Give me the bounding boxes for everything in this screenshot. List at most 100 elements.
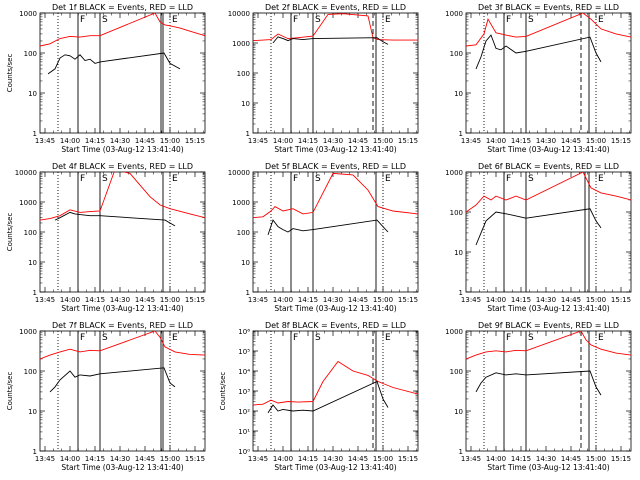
event-marker-label: S (102, 174, 108, 184)
x-tick-label: 15:00 (586, 296, 606, 304)
x-tick-label: 14:00 (273, 296, 293, 304)
x-axis-label: Start Time (03-Aug-12 13:41:40) (274, 304, 396, 313)
x-tick-label: 13:45 (248, 137, 268, 145)
y-tick-label: 1000 (445, 10, 463, 18)
chart-title: Det 7f BLACK = Events, RED = LLD (52, 321, 193, 330)
x-tick-label: 14:15 (85, 296, 105, 304)
x-tick-label: 13:45 (35, 455, 55, 463)
x-tick-label: 14:30 (536, 455, 556, 463)
plot-frame (465, 171, 632, 293)
x-axis-label: Start Time (03-Aug-12 13:41:40) (61, 463, 183, 472)
event-marker-label: F (293, 333, 298, 343)
y-tick-label: 10 (241, 259, 250, 267)
y-tick-label: 1000 (232, 40, 250, 48)
x-tick-label: 14:30 (110, 137, 130, 145)
chart-panel-6: Det 6f BLACK = Events, RED = LLD 1 10 100 10… (445, 162, 632, 313)
x-tick-label: 14:30 (110, 455, 130, 463)
x-tick-label: 15:15 (398, 137, 418, 145)
x-tick-label: 14:45 (561, 455, 581, 463)
x-tick-label: 15:15 (611, 137, 631, 145)
chart-title: Det 1f BLACK = Events, RED = LLD (52, 3, 193, 12)
y-tick-label: 10000 (15, 169, 37, 177)
event-marker-label: S (315, 15, 321, 25)
x-axis-label: Start Time (03-Aug-12 13:41:40) (487, 463, 609, 472)
x-tick-label: 15:15 (398, 455, 418, 463)
chart-panel-9: Det 9f BLACK = Events, RED = LLD 1 10 100 10… (445, 321, 632, 472)
x-tick-label: 14:15 (511, 137, 531, 145)
y-tick-label: 1 (459, 130, 463, 138)
y-tick-label: 100 (237, 70, 250, 78)
x-tick-label: 14:00 (60, 137, 80, 145)
event-marker-label: S (528, 15, 534, 25)
x-tick-label: 14:00 (273, 455, 293, 463)
event-marker-label: S (315, 333, 321, 343)
y-tick-label: 1000 (445, 169, 463, 177)
series-lld-line (466, 13, 631, 47)
x-tick-label: 15:00 (373, 455, 393, 463)
y-tick-label: 1000 (232, 199, 250, 207)
y-tick-label: 100 (450, 50, 463, 58)
y-tick-label: 1 (33, 289, 37, 297)
x-tick-label: 13:45 (248, 296, 268, 304)
x-tick-label: 15:00 (160, 137, 180, 145)
event-marker-label: E (172, 15, 178, 25)
x-axis-label: Start Time (03-Aug-12 13:41:40) (61, 145, 183, 154)
series-lld-line (40, 13, 205, 47)
y-tick-label: 1000 (19, 328, 37, 336)
chart-panel-1: Det 1f BLACK = Events, RED = LLD 1 10 100 10… (6, 3, 206, 154)
x-tick-label: 14:15 (298, 137, 318, 145)
x-tick-label: 14:30 (323, 137, 343, 145)
series-events-line (475, 34, 602, 70)
series-events-line (475, 370, 602, 396)
y-tick-label: 1 (459, 289, 463, 297)
x-tick-label: 14:45 (348, 455, 368, 463)
event-marker-label: F (506, 174, 511, 184)
x-tick-label: 15:15 (398, 296, 418, 304)
x-tick-label: 13:45 (461, 137, 481, 145)
y-tick-label: 10000 (228, 10, 250, 18)
event-marker-label: S (315, 174, 321, 184)
x-tick-label: 15:00 (373, 137, 393, 145)
x-tick-label: 14:30 (110, 296, 130, 304)
y-tick-label: 10⁰ (238, 448, 250, 456)
x-tick-label: 13:45 (461, 296, 481, 304)
series-events-line (272, 36, 389, 45)
y-tick-label: 1 (459, 448, 463, 456)
y-tick-label: 1 (33, 130, 37, 138)
y-tick-label: 1 (246, 289, 250, 297)
event-marker-label: F (506, 333, 511, 343)
x-axis-label: Start Time (03-Aug-12 13:41:40) (487, 145, 609, 154)
x-tick-label: 15:15 (185, 455, 205, 463)
y-axis-label: Counts/sec (6, 213, 14, 252)
series-events-line (54, 211, 176, 227)
chart-title: Det 6f BLACK = Events, RED = LLD (478, 162, 619, 171)
series-events-line (49, 367, 176, 393)
chart-panel-8: Det 8f BLACK = Events, RED = LLD 10⁰ 10¹ 10… (219, 321, 419, 472)
chart-title: Det 4f BLACK = Events, RED = LLD (52, 162, 193, 171)
x-tick-label: 14:45 (135, 296, 155, 304)
y-tick-label: 100 (24, 50, 37, 58)
y-tick-label: 10³ (238, 388, 250, 396)
chart-title: Det 5f BLACK = Events, RED = LLD (265, 162, 406, 171)
series-events-line (475, 208, 602, 246)
y-tick-label: 10⁴ (238, 368, 250, 376)
y-tick-label: 100 (450, 209, 463, 217)
series-lld-line (253, 172, 418, 219)
x-tick-label: 14:15 (298, 296, 318, 304)
event-marker-label: E (598, 333, 604, 343)
y-tick-label: 10 (28, 259, 37, 267)
y-tick-label: 100 (24, 229, 37, 237)
chart-panel-4: Det 4f BLACK = Events, RED = LLD 1 10 100 10… (6, 162, 206, 313)
x-axis-label: Start Time (03-Aug-12 13:41:40) (274, 145, 396, 154)
y-tick-label: 1 (246, 130, 250, 138)
x-tick-label: 15:00 (160, 296, 180, 304)
x-tick-label: 14:00 (486, 137, 506, 145)
event-marker-label: S (102, 333, 108, 343)
plot-frame (252, 330, 419, 452)
y-tick-label: 100 (450, 368, 463, 376)
event-marker-label: F (293, 174, 298, 184)
chart-panel-3: Det 3f BLACK = Events, RED = LLD 1 10 100 10… (445, 3, 632, 154)
event-marker-label: E (172, 333, 178, 343)
x-tick-label: 14:15 (511, 296, 531, 304)
